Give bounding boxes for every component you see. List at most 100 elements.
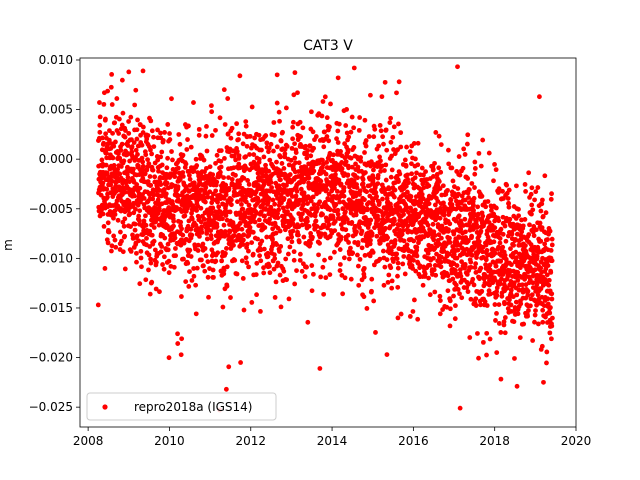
data-point bbox=[431, 229, 437, 235]
data-point bbox=[525, 292, 531, 298]
data-point bbox=[549, 291, 555, 297]
data-point bbox=[256, 198, 262, 204]
data-point bbox=[437, 293, 443, 299]
data-point bbox=[458, 226, 464, 232]
data-point bbox=[110, 155, 116, 161]
data-point bbox=[226, 186, 232, 191]
data-point bbox=[500, 272, 506, 277]
data-point bbox=[334, 136, 339, 142]
data-point bbox=[412, 175, 418, 181]
data-point bbox=[294, 268, 299, 274]
data-point bbox=[155, 157, 161, 163]
data-point bbox=[539, 225, 545, 231]
data-point bbox=[300, 125, 306, 131]
data-point bbox=[492, 302, 498, 307]
data-point bbox=[235, 199, 240, 205]
data-point bbox=[413, 268, 419, 274]
data-point bbox=[295, 90, 300, 96]
data-point bbox=[381, 282, 387, 288]
data-point bbox=[296, 239, 302, 245]
data-point bbox=[232, 257, 238, 263]
data-point bbox=[196, 132, 202, 138]
data-point bbox=[165, 155, 171, 161]
data-point bbox=[196, 126, 202, 132]
data-point bbox=[433, 130, 439, 135]
data-point bbox=[540, 319, 546, 325]
data-point bbox=[383, 162, 389, 168]
data-point bbox=[430, 166, 436, 172]
data-point bbox=[455, 247, 461, 253]
data-point bbox=[381, 141, 386, 147]
data-point bbox=[127, 158, 133, 164]
data-point bbox=[486, 150, 492, 156]
data-point bbox=[376, 216, 381, 222]
data-point bbox=[194, 163, 200, 168]
data-point bbox=[494, 311, 499, 316]
data-point bbox=[306, 175, 312, 181]
data-point bbox=[437, 311, 443, 317]
data-point bbox=[100, 180, 106, 186]
data-point bbox=[359, 228, 365, 234]
data-point bbox=[335, 128, 341, 134]
data-point bbox=[102, 266, 108, 271]
data-point bbox=[180, 174, 186, 179]
data-point bbox=[384, 257, 390, 263]
data-point bbox=[281, 268, 287, 274]
data-point bbox=[268, 141, 274, 147]
data-point bbox=[221, 175, 227, 181]
data-point bbox=[289, 234, 295, 240]
data-point bbox=[480, 213, 486, 219]
data-point bbox=[133, 147, 139, 153]
data-point bbox=[403, 183, 409, 189]
data-point bbox=[492, 277, 498, 283]
data-point bbox=[283, 105, 289, 111]
data-point bbox=[209, 109, 215, 115]
data-point bbox=[270, 197, 276, 203]
data-point bbox=[321, 144, 327, 150]
data-point bbox=[164, 165, 170, 171]
data-point bbox=[465, 176, 471, 181]
data-point bbox=[112, 120, 118, 126]
data-point bbox=[380, 134, 386, 140]
data-point bbox=[509, 262, 514, 268]
data-point bbox=[463, 229, 468, 235]
data-point bbox=[221, 87, 227, 93]
data-point bbox=[464, 141, 470, 147]
data-point bbox=[116, 131, 122, 136]
data-point bbox=[214, 152, 220, 158]
data-point bbox=[149, 232, 155, 238]
data-point bbox=[117, 229, 123, 235]
data-point bbox=[395, 265, 401, 271]
data-point bbox=[520, 289, 526, 295]
data-point bbox=[415, 140, 421, 146]
data-point bbox=[154, 259, 159, 265]
data-point bbox=[447, 306, 453, 312]
data-point bbox=[485, 234, 491, 240]
data-point bbox=[122, 216, 128, 222]
data-point bbox=[287, 244, 293, 250]
data-point bbox=[501, 319, 507, 325]
data-point bbox=[549, 236, 555, 242]
data-point bbox=[146, 161, 152, 167]
data-point bbox=[438, 259, 444, 265]
data-point bbox=[247, 133, 253, 139]
data-point bbox=[162, 235, 168, 241]
data-point bbox=[542, 173, 548, 179]
data-point bbox=[157, 289, 162, 295]
data-point bbox=[143, 222, 149, 228]
data-point bbox=[155, 127, 160, 133]
data-point bbox=[319, 113, 325, 119]
data-point bbox=[441, 200, 446, 206]
data-point bbox=[346, 240, 351, 245]
data-point bbox=[500, 188, 505, 194]
data-point bbox=[293, 150, 299, 155]
data-point bbox=[234, 121, 240, 127]
data-point bbox=[241, 175, 247, 181]
data-point bbox=[243, 119, 249, 124]
data-point bbox=[407, 149, 413, 155]
data-point bbox=[518, 301, 524, 307]
data-point bbox=[366, 134, 372, 139]
data-point bbox=[130, 166, 136, 172]
data-point bbox=[380, 196, 385, 202]
data-point bbox=[413, 156, 418, 162]
